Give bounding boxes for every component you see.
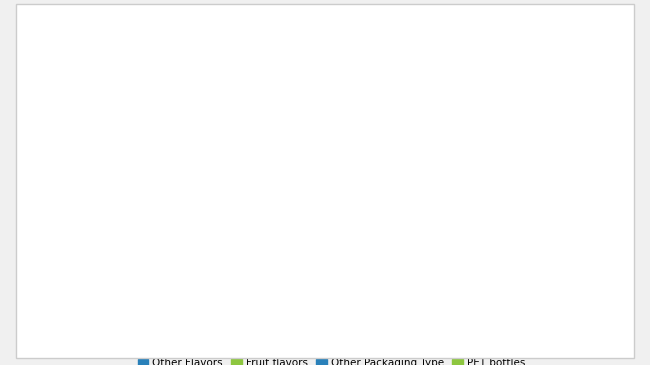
Text: Total vs Top Selling Product (%): Total vs Top Selling Product (%) <box>25 26 297 42</box>
Bar <box>131 199 318 299</box>
Legend: Other Flavors, Fruit flavors, Other Packaging Type, PET bottles: Other Flavors, Fruit flavors, Other Pack… <box>134 354 529 365</box>
Bar <box>344 90 531 224</box>
Bar <box>131 90 318 199</box>
Text: >>>: >>> <box>570 25 615 43</box>
Bar <box>344 224 531 299</box>
